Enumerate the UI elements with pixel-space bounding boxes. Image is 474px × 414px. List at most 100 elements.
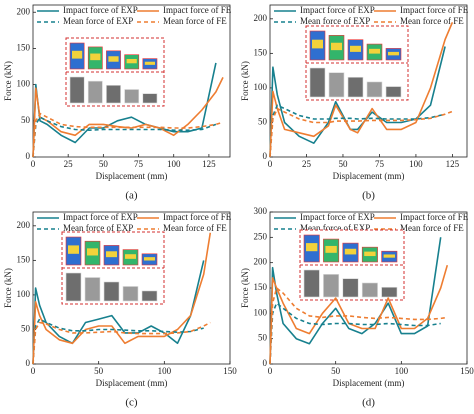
legend-label: Impact force of EXP xyxy=(63,212,138,222)
x-tick-label: 50 xyxy=(99,159,109,169)
x-tick-label: 150 xyxy=(460,366,474,376)
specimen-photo xyxy=(328,72,345,98)
fe-stress xyxy=(90,53,101,61)
chart-panel: 0 50 100 150 200 250 300 0 50 100 150 Displacement … xyxy=(240,206,474,408)
y-tick-label: 100 xyxy=(17,79,31,89)
x-axis-label: Displacement (mm) xyxy=(333,378,405,388)
series-line xyxy=(269,302,441,365)
series-line xyxy=(32,77,224,158)
x-axis-label: Displacement (mm) xyxy=(333,171,405,181)
inset-image xyxy=(61,231,165,305)
legend-label: Mean force of EXP xyxy=(63,223,133,233)
fe-stress xyxy=(388,51,399,56)
legend-label: Mean force of FE xyxy=(400,223,464,233)
x-tick-label: 25 xyxy=(302,159,312,169)
fe-stress xyxy=(350,45,361,52)
y-tick-label: 0 xyxy=(263,151,268,161)
x-tick-label: 100 xyxy=(409,159,423,169)
y-axis-label: Force (kN) xyxy=(3,61,13,101)
legend-label: Mean force of FE xyxy=(163,223,227,233)
specimen-photo xyxy=(87,80,103,104)
series-line xyxy=(32,62,217,158)
fe-stress xyxy=(344,248,357,255)
x-tick-label: 50 xyxy=(331,366,341,376)
y-tick-label: 100 xyxy=(254,82,268,92)
x-tick-label: 0 xyxy=(31,366,36,376)
series-line xyxy=(32,112,224,158)
y-tick-label: 200 xyxy=(254,13,268,23)
specimen-photo xyxy=(342,278,359,298)
legend-label: Impact force of EXP xyxy=(300,212,375,222)
legend-label: Mean force of FE xyxy=(400,16,464,26)
fe-stress xyxy=(72,50,83,59)
fe-stress xyxy=(364,251,376,257)
x-tick-label: 0 xyxy=(31,159,36,169)
x-tick-label: 100 xyxy=(158,366,172,376)
y-tick-label: 150 xyxy=(17,42,31,52)
y-tick-label: 250 xyxy=(254,231,268,241)
specimen-photo xyxy=(361,282,378,298)
x-tick-label: 0 xyxy=(268,159,273,169)
series-line xyxy=(269,21,454,158)
y-axis-label: Force (kN) xyxy=(240,61,250,101)
legend-label: Mean force of EXP xyxy=(63,16,133,26)
chart-panel: 0 50 100 150 200 0 25 50 75 100 125 Displacement (m… xyxy=(240,4,469,202)
x-tick-label: 25 xyxy=(64,159,74,169)
y-tick-label: 150 xyxy=(17,254,31,264)
y-tick-label: 200 xyxy=(17,6,31,16)
y-tick-label: 150 xyxy=(254,282,268,292)
specimen-photo xyxy=(309,67,326,98)
fe-stress xyxy=(106,251,117,258)
chart-panel-lines xyxy=(269,21,454,158)
x-tick-label: 75 xyxy=(134,159,144,169)
fe-stress xyxy=(369,48,380,54)
specimen-photo xyxy=(122,286,139,302)
plot-frame xyxy=(32,4,231,158)
y-tick-label: 300 xyxy=(254,206,268,216)
y-tick-label: 100 xyxy=(254,307,268,317)
specimen-photo xyxy=(84,277,101,302)
fe-stress xyxy=(144,257,155,261)
panel-caption: (b) xyxy=(362,190,375,202)
series-line xyxy=(32,260,205,365)
chart-panel-lines xyxy=(32,232,212,365)
legend-label: Impact force of FE xyxy=(163,212,232,222)
series-line xyxy=(32,232,212,365)
specimen-photo xyxy=(103,281,120,302)
specimen-photo xyxy=(106,85,121,104)
y-tick-label: 200 xyxy=(17,220,31,230)
x-tick-label: 125 xyxy=(202,159,216,169)
x-tick-label: 50 xyxy=(94,366,104,376)
x-tick-label: 150 xyxy=(223,366,237,376)
y-tick-label: 50 xyxy=(21,115,31,125)
plot-frame xyxy=(269,4,468,158)
fe-stress xyxy=(144,61,155,65)
specimen-photo xyxy=(303,269,320,298)
x-axis-label: Displacement (mm) xyxy=(96,171,168,181)
inset-image xyxy=(299,229,405,301)
fe-stress xyxy=(68,245,79,254)
fe-stress xyxy=(383,254,395,258)
y-axis-label: Force (kN) xyxy=(3,268,13,308)
y-tick-label: 100 xyxy=(17,289,31,299)
x-tick-label: 125 xyxy=(446,159,460,169)
x-tick-label: 50 xyxy=(338,159,348,169)
y-axis-label: Force (kN) xyxy=(240,268,250,308)
y-tick-label: 150 xyxy=(254,47,268,57)
specimen-photo xyxy=(347,76,364,98)
y-tick-label: 50 xyxy=(258,333,268,343)
specimen-photo xyxy=(366,81,383,98)
inset-image xyxy=(305,25,409,101)
fe-stress xyxy=(108,56,119,62)
specimen-photo xyxy=(124,89,140,104)
legend-label: Mean force of EXP xyxy=(300,223,370,233)
inset-image xyxy=(65,37,165,107)
y-tick-label: 0 xyxy=(26,358,31,368)
panel-caption: (a) xyxy=(125,190,138,202)
y-tick-label: 50 xyxy=(21,324,31,334)
y-tick-label: 50 xyxy=(258,117,268,127)
chart-panel: 0 50 100 150 200 0 25 50 75 100 125 Displacement (m… xyxy=(3,4,232,202)
legend-label: Mean force of EXP xyxy=(300,16,370,26)
fe-stress xyxy=(126,58,137,64)
fe-stress xyxy=(325,245,337,253)
